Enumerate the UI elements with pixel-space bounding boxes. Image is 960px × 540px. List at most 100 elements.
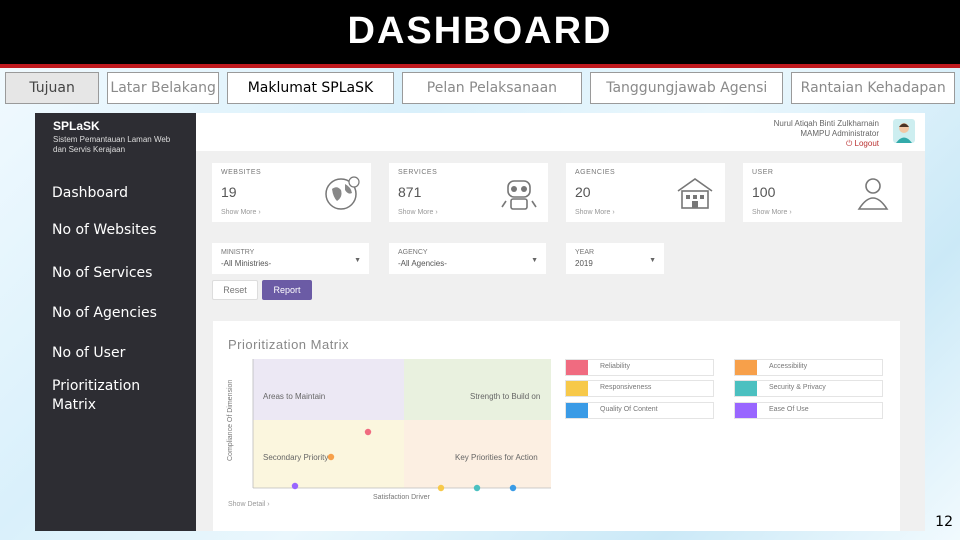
quadrant-label-key-priorities: Key Priorities for Action [455, 453, 538, 462]
point-accessibility[interactable] [327, 453, 335, 461]
show-more-link[interactable]: Show More › [575, 209, 615, 216]
user-block: Nurul Atiqah Binti Zulkharnain MAMPU Adm… [774, 119, 879, 149]
reset-button[interactable]: Reset [212, 280, 258, 300]
sidebar-item-websites[interactable]: No of Websites [52, 222, 157, 238]
top-bar: Nurul Atiqah Binti Zulkharnain MAMPU Adm… [196, 113, 925, 151]
ministry-select[interactable]: MINISTRY -All Ministries- ▼ [212, 243, 369, 274]
matrix-title: Prioritization Matrix [228, 337, 350, 352]
building-icon [677, 178, 713, 209]
card-value: 20 [575, 184, 591, 200]
point-reliability[interactable] [364, 428, 372, 436]
card-value: 19 [221, 184, 237, 200]
card-services[interactable]: SERVICES 871 Show More › [389, 163, 548, 222]
quadrant-top-left [253, 359, 404, 420]
brand-name: SPLaSK [53, 119, 100, 133]
matrix-y-label: Compliance Of Dimension [227, 380, 234, 461]
legend-security-privacy: Security & Privacy [734, 380, 883, 397]
title-divider [0, 64, 960, 68]
dashboard-screenshot: SPLaSK Sistem Pemantauan Laman Web dan S… [35, 113, 925, 531]
filter-value: -All Agencies- [398, 259, 447, 268]
chevron-down-icon: ▼ [531, 257, 538, 264]
card-label: USER [752, 169, 774, 176]
tab-bar: Tujuan Latar Belakang Maklumat SPLaSK Pe… [5, 72, 955, 104]
legend-label: Accessibility [769, 363, 808, 370]
quadrant-label-strength: Strength to Build on [470, 392, 540, 401]
title-band: DASHBOARD [0, 0, 960, 64]
matrix-chart: Compliance Of Dimension Areas to Maintai… [227, 359, 551, 501]
robot-icon [501, 180, 537, 210]
user-icon [857, 178, 889, 210]
legend-ease-of-use: Ease Of Use [734, 402, 883, 419]
card-label: AGENCIES [575, 169, 616, 176]
sidebar-item-dashboard[interactable]: Dashboard [52, 185, 128, 201]
legend-reliability: Reliability [565, 359, 714, 376]
quadrant-bottom-right [404, 420, 551, 488]
sidebar-item-services[interactable]: No of Services [52, 265, 153, 281]
card-agencies[interactable]: AGENCIES 20 Show More › [566, 163, 725, 222]
show-more-link[interactable]: Show More › [221, 209, 261, 216]
point-security-privacy[interactable] [473, 484, 481, 492]
sidebar-item-agencies[interactable]: No of Agencies [52, 305, 157, 321]
chevron-down-icon: ▼ [354, 257, 361, 264]
agency-select[interactable]: AGENCY -All Agencies- ▼ [389, 243, 546, 274]
quadrant-label-areas-to-maintain: Areas to Maintain [263, 392, 325, 401]
legend-label: Responsiveness [600, 384, 652, 391]
tab-tujuan[interactable]: Tujuan [5, 72, 100, 104]
legend-swatch [735, 403, 757, 418]
user-role: MAMPU Administrator [800, 129, 879, 138]
legend-quality-of-content: Quality Of Content [565, 402, 714, 419]
card-value: 871 [398, 184, 422, 200]
show-more-link[interactable]: Show More › [752, 209, 792, 216]
legend-swatch [735, 360, 757, 375]
show-detail-link[interactable]: Show Detail › [228, 501, 270, 508]
quadrant-label-secondary: Secondary Priority [263, 453, 328, 462]
point-ease-of-use[interactable] [291, 482, 299, 490]
tab-pelan-pelaksanaan[interactable]: Pelan Pelaksanaan [401, 72, 583, 104]
legend-label: Reliability [600, 363, 630, 370]
sidebar: SPLaSK Sistem Pemantauan Laman Web dan S… [35, 113, 196, 531]
report-button[interactable]: Report [262, 280, 312, 300]
logout-link[interactable]: ⏻ Logout [845, 139, 879, 148]
tab-maklumat-splask[interactable]: Maklumat SPLaSK [227, 72, 394, 104]
show-more-link[interactable]: Show More › [398, 209, 438, 216]
chevron-down-icon: ▼ [649, 257, 656, 264]
filter-label: AGENCY [398, 249, 428, 256]
legend-label: Security & Privacy [769, 384, 826, 391]
prioritization-matrix-panel: Prioritization Matrix Compliance Of Dime… [213, 321, 900, 531]
tab-latar-belakang[interactable]: Latar Belakang [107, 72, 220, 104]
card-websites[interactable]: WEBSITES 19 Show More › [212, 163, 371, 222]
card-label: SERVICES [398, 169, 438, 176]
user-name: Nurul Atiqah Binti Zulkharnain [773, 119, 879, 128]
filter-label: MINISTRY [221, 249, 255, 256]
globe-icon [325, 176, 360, 210]
brand-subtitle: Sistem Pemantauan Laman Web dan Servis K… [53, 135, 171, 154]
card-users[interactable]: USER 100 Show More › [743, 163, 902, 222]
tab-tanggungjawab-agensi[interactable]: Tanggungjawab Agensi [590, 72, 784, 104]
sidebar-item-prioritization-matrix[interactable]: Prioritization Matrix [52, 378, 141, 413]
filter-value: -All Ministries- [221, 259, 272, 268]
year-select[interactable]: YEAR 2019 ▼ [566, 243, 664, 274]
card-value: 100 [752, 184, 776, 200]
avatar-icon [896, 123, 912, 143]
point-quality-of-content[interactable] [509, 484, 517, 492]
point-responsiveness[interactable] [437, 484, 445, 492]
quadrant-top-right [404, 359, 551, 420]
card-label: WEBSITES [221, 169, 262, 176]
tab-rantaian-kehadapan[interactable]: Rantaian Kehadapan [791, 72, 955, 104]
logout-label: Logout [854, 139, 879, 148]
sidebar-item-users[interactable]: No of User [52, 345, 126, 361]
brand: SPLaSK Sistem Pemantauan Laman Web dan S… [53, 119, 183, 155]
legend-label: Ease Of Use [769, 406, 809, 413]
matrix-x-label: Satisfaction Driver [373, 494, 430, 501]
avatar[interactable] [893, 119, 915, 143]
legend-accessibility: Accessibility [734, 359, 883, 376]
legend-swatch [566, 381, 588, 396]
page-number: 12 [935, 514, 953, 530]
quadrant-bottom-left [253, 420, 404, 488]
legend-responsiveness: Responsiveness [565, 380, 714, 397]
filter-label: YEAR [575, 249, 595, 256]
legend-swatch [566, 360, 588, 375]
legend-swatch [566, 403, 588, 418]
slide-title: DASHBOARD [347, 10, 613, 52]
filter-value: 2019 [575, 259, 593, 268]
